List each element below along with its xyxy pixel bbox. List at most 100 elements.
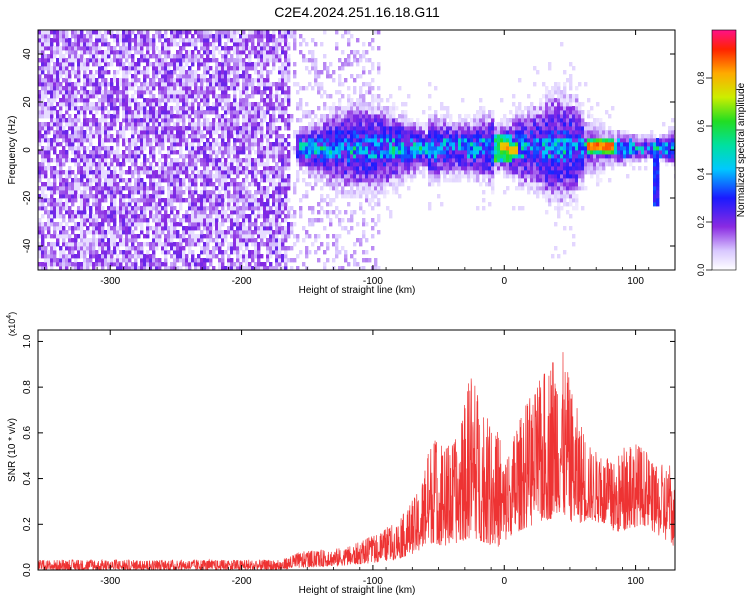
spectrogram-cell (56, 210, 60, 215)
spectrogram-cell (95, 38, 99, 43)
spectrogram-cell (155, 194, 159, 199)
spectrogram-cell (272, 62, 276, 67)
spectrogram-cell (278, 174, 282, 179)
spectrogram-cell (215, 194, 219, 199)
spectrogram-cell (230, 262, 234, 267)
spectrogram-cell (341, 166, 345, 171)
spectrogram-cell (149, 138, 153, 143)
spectrogram-cell (137, 206, 141, 211)
spectrogram-cell (188, 218, 192, 223)
spectrogram-cell (59, 190, 63, 195)
spectrogram-cell (260, 110, 264, 115)
spectrogram-cell (110, 126, 114, 131)
spectrogram-cell (203, 262, 207, 267)
spectrogram-cell (272, 218, 276, 223)
spectrogram-cell (260, 70, 264, 75)
spectrogram-cell (182, 246, 186, 251)
spectrogram-cell (311, 38, 315, 43)
spectrogram-cell (173, 142, 177, 147)
spectrogram-cell (368, 82, 372, 87)
spectrogram-cell (167, 126, 171, 131)
spectrogram-cell (86, 138, 90, 143)
spectrogram-cell (41, 170, 45, 175)
spectrogram-cell (353, 154, 357, 159)
spectrogram-cell (191, 134, 195, 139)
spectrogram-cell (38, 198, 42, 203)
spectrogram-cell (131, 62, 135, 67)
spectrogram-cell (221, 170, 225, 175)
spectrogram-cell (152, 130, 156, 135)
spectrogram-cell (218, 178, 222, 183)
spectrogram-cell (212, 46, 216, 51)
spectrogram-cell (281, 90, 285, 95)
spectrogram-cell (194, 262, 198, 267)
spectrogram-cell (296, 146, 300, 151)
spectrogram-cell (122, 54, 126, 59)
spectrogram-cell (101, 210, 105, 215)
spectrogram-cell (50, 250, 54, 255)
spectrogram-cell (299, 102, 303, 107)
spectrogram-cell (266, 94, 270, 99)
spectrogram-cell (338, 90, 342, 95)
spectrogram-cell (344, 258, 348, 263)
spectrogram-cell (137, 114, 141, 119)
spectrogram-cell (374, 30, 378, 35)
spectrogram-cell (293, 62, 297, 67)
spectrogram-cell (287, 54, 291, 59)
spectrogram-cell (47, 150, 51, 155)
spectrogram-cell (116, 190, 120, 195)
spectrogram-cell (140, 246, 144, 251)
spectrogram-cell (293, 186, 297, 191)
spectrogram-cell (359, 202, 363, 207)
spectrogram-cell (179, 138, 183, 143)
spectrogram-cell (326, 178, 330, 183)
spectrogram-cell (344, 130, 348, 135)
spectrogram-cell (263, 78, 267, 83)
spectrogram-cell (119, 266, 123, 270)
spectrogram-cell (248, 74, 252, 79)
spectrogram-cell (227, 58, 231, 63)
spectrogram-cell (233, 90, 237, 95)
spectrogram-cell (161, 98, 165, 103)
spectrogram-cell (266, 222, 270, 227)
spectrogram-cell (152, 158, 156, 163)
spectrogram-cell (179, 198, 183, 203)
spectrogram-cell (173, 186, 177, 191)
spectrogram-cell (179, 66, 183, 71)
spectrogram-cell (98, 194, 102, 199)
spectrogram-cell (86, 166, 90, 171)
spectrogram-cell (158, 62, 162, 67)
spectrogram-cell (233, 86, 237, 91)
spectrogram-cell (377, 214, 381, 219)
spectrogram-cell (65, 182, 69, 187)
spectrogram-cell (326, 134, 330, 139)
spectrogram-cell (299, 34, 303, 39)
spectrogram-cell (161, 130, 165, 135)
spectrogram-cell (149, 98, 153, 103)
spectrogram-cell (107, 206, 111, 211)
spectrogram-cell (296, 254, 300, 259)
spectrogram-cell (335, 238, 339, 243)
spectrogram-cell (314, 174, 318, 179)
spectrogram-cell (116, 62, 120, 67)
spectrogram-cell (146, 218, 150, 223)
spectrogram-cell (56, 114, 60, 119)
spectrogram-cell (38, 162, 42, 167)
spectrogram-cell (293, 74, 297, 79)
spectrogram-cell (143, 166, 147, 171)
spectrogram-cell (269, 206, 273, 211)
spectrogram-cell (53, 158, 57, 163)
spectrogram-cell (125, 94, 129, 99)
spectrogram-cell (206, 178, 210, 183)
spectrogram-cell (263, 234, 267, 239)
spectrogram-cell (191, 190, 195, 195)
spectrogram-cell (47, 82, 51, 87)
spectrogram-cell (53, 210, 57, 215)
spectrogram-cell (224, 190, 228, 195)
spectrogram-cell (236, 258, 240, 263)
spectrogram-cell (116, 234, 120, 239)
spectrogram-cell (119, 58, 123, 63)
spectrogram-cell (206, 258, 210, 263)
spectrogram-cell (38, 234, 42, 239)
spectrogram-cell (215, 78, 219, 83)
